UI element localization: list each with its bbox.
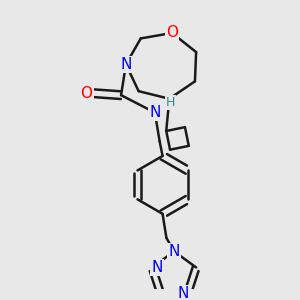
Text: N: N xyxy=(151,260,163,275)
Text: N: N xyxy=(149,105,160,120)
Text: N: N xyxy=(120,57,132,72)
Text: N: N xyxy=(168,244,180,259)
Text: O: O xyxy=(80,86,92,101)
Text: N: N xyxy=(177,286,189,300)
Text: H: H xyxy=(166,96,175,110)
Text: O: O xyxy=(166,26,178,40)
